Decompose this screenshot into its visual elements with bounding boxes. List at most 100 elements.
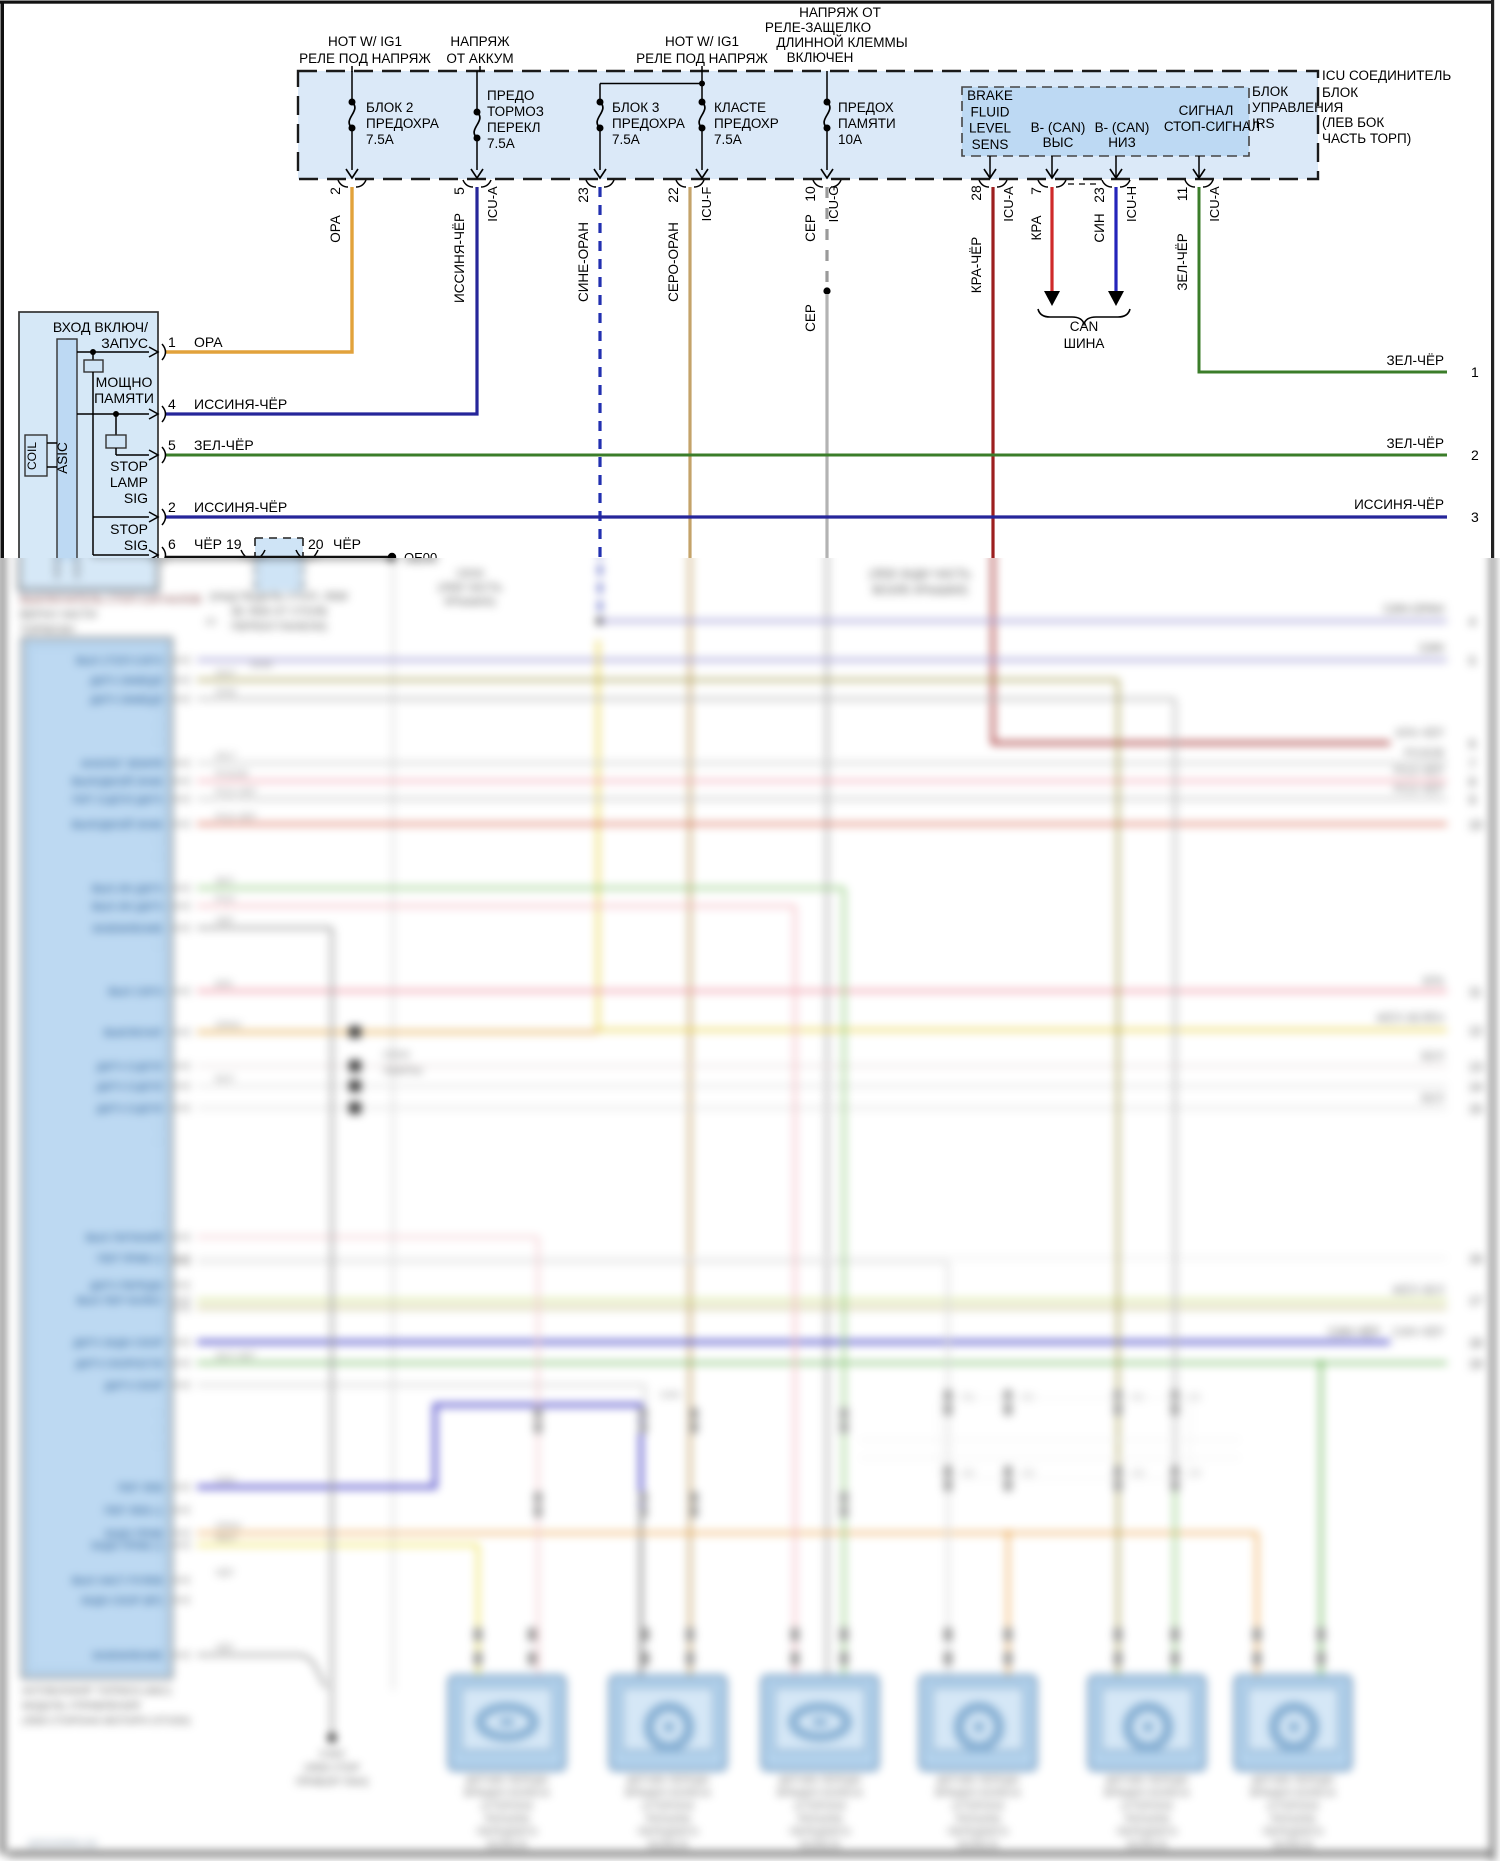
svg-text:РАЗЪЕМ): РАЗЪЕМ) (485, 1814, 530, 1825)
svg-text:ПРЕДОХРА: ПРЕДОХРА (612, 116, 685, 131)
svg-text:ДАТЧ СЦЕПЛ: ДАТЧ СЦЕПЛ (97, 1103, 164, 1115)
svg-text:СЕ00: СЕ00 (456, 568, 484, 580)
svg-text:ДАТЧИК ПЕРЕДН: ДАТЧИК ПЕРЕДН (1106, 1775, 1188, 1786)
svg-text:ДАТЧ ПЕРЕДН: ДАТЧ ПЕРЕДН (90, 1280, 163, 1292)
svg-text:7: 7 (1028, 187, 1044, 195)
svg-text:ПЕРЕКЛ ПАНЕЛИ): ПЕРЕКЛ ПАНЕЛИ) (231, 621, 327, 633)
svg-text:2537: 2537 (215, 668, 236, 679)
svg-text:ЗЕЛ-ЧЁР: ЗЕЛ-ЧЁР (1386, 436, 1444, 451)
svg-text:ICU-F: ICU-F (699, 187, 714, 222)
svg-text:7: 7 (1469, 757, 1476, 771)
svg-text:ОРАН: ОРАН (215, 1020, 241, 1031)
svg-text:ЗАПУС: ЗАПУС (101, 335, 148, 351)
svg-text:—: — (153, 1423, 164, 1435)
svg-text:ВЫХОДНОЙ ЗНАК: ВЫХОДНОЙ ЗНАК (72, 818, 164, 831)
svg-text:BRAKE: BRAKE (967, 88, 1013, 103)
svg-text:РОЗОВ: РОЗОВ (1404, 748, 1444, 760)
svg-text:ЖЁЛ-ЗЕЛЁН: ЖЁЛ-ЗЕЛЁН (1376, 1013, 1444, 1025)
svg-text:40: 40 (205, 617, 217, 628)
svg-text:КОЛЕСА: КОЛЕСА (1273, 1840, 1314, 1851)
svg-text:SIG: SIG (124, 537, 148, 553)
svg-text:8: 8 (1469, 775, 1476, 789)
svg-text:22: 22 (665, 187, 681, 203)
svg-text:15: 15 (1469, 1102, 1483, 1116)
svg-text:ЗАЗЕМЛЕНИЕ: ЗАЗЕМЛЕНИЕ (92, 1650, 163, 1662)
svg-text:ASIC: ASIC (55, 442, 70, 474)
svg-text:ДАТЧ СЦЕПЛ: ДАТЧ СЦЕПЛ (97, 1081, 164, 1093)
svg-text:ДАТЧ СКОР: ДАТЧ СКОР (105, 1380, 163, 1392)
svg-text:ТОРМОЗН: ТОРМОЗН (20, 624, 74, 636)
svg-text:диаграммы.ру: диаграммы.ру (28, 1837, 98, 1849)
svg-text:СЕР: СЕР (803, 304, 818, 332)
svg-text:17: 17 (1469, 1294, 1483, 1308)
svg-text:ДАТЧ ЗАМЕДЛ: ДАТЧ ЗАМЕДЛ (90, 694, 163, 706)
svg-text:ДАТЧ ЗАМЕДЛ: ДАТЧ ЗАМЕДЛ (90, 675, 163, 687)
svg-text:КОЛЕСА: КОЛЕСА (648, 1840, 689, 1851)
svg-text:МОЩНО: МОЩНО (96, 374, 153, 390)
svg-text:HOT W/ IG1: HOT W/ IG1 (328, 34, 402, 49)
svg-text:ВЫС: ВЫС (1043, 135, 1074, 150)
svg-text:ПРИБОР ПАН): ПРИБОР ПАН) (296, 1776, 369, 1788)
svg-text:ИССИНЯ-ЧЁР: ИССИНЯ-ЧЁР (194, 396, 287, 412)
svg-text:РЕЛЕ-ЗАЩЕЛКО: РЕЛЕ-ЗАЩЕЛКО (765, 20, 871, 35)
svg-text:SENS: SENS (972, 137, 1009, 152)
svg-text:ИССИНЯ-ЧЁР: ИССИНЯ-ЧЁР (1354, 497, 1444, 512)
svg-text:(ЛЕВ СТОР: (ЛЕВ СТОР (304, 1762, 360, 1774)
svg-text:(СТОРОНА: (СТОРОНА (642, 1801, 694, 1812)
svg-text:СЕ03: СЕ03 (383, 1049, 409, 1061)
svg-text:БЛОК: БЛОК (1252, 84, 1288, 99)
svg-text:2: 2 (327, 187, 343, 195)
svg-text:ОРАН: ОРАН (215, 1521, 241, 1532)
svg-text:АНАЛОГ ЗЕМЛЯ: АНАЛОГ ЗЕМЛЯ (81, 758, 163, 770)
svg-text:LAMP: LAMP (110, 474, 148, 490)
svg-text:КОЛЕСА: КОЛЕСА (958, 1840, 999, 1851)
svg-text:ТОРМОЗ: ТОРМОЗ (487, 104, 544, 119)
svg-text:1: 1 (168, 334, 176, 350)
svg-text:МОДУЛЬ УПРАВЛЕНИЯ: МОДУЛЬ УПРАВЛЕНИЯ (22, 1700, 140, 1712)
svg-text:ЧЁР: ЧЁР (215, 1568, 234, 1579)
svg-text:ОРА: ОРА (194, 334, 223, 350)
svg-text:ПРЕДО: ПРЕДО (487, 88, 534, 103)
svg-text:УПРАВЛЕНИЯ: УПРАВЛЕНИЯ (1252, 100, 1343, 115)
svg-text:—: — (153, 1407, 164, 1419)
svg-text:(СТОРОНА: (СТОРОНА (1267, 1801, 1319, 1812)
svg-text:КРЫШКА): КРЫШКА) (445, 596, 496, 608)
svg-text:ВЫКЛЮЧАТ: ВЫКЛЮЧАТ (104, 1027, 164, 1039)
svg-text:6: 6 (168, 536, 176, 552)
svg-text:ВХОД ВКЛЮЧ/: ВХОД ВКЛЮЧ/ (53, 319, 148, 335)
svg-text:ДАТЧ ЗАДН СКОР: ДАТЧ ЗАДН СКОР (73, 1337, 163, 1349)
svg-text:—: — (153, 1225, 164, 1237)
svg-text:HOT W/ IG1: HOT W/ IG1 (665, 34, 739, 49)
svg-text:ЖЁЛ: ЖЁЛ (215, 1533, 236, 1544)
svg-text:ЖЁЛ-ЗЕЛ: ЖЁЛ-ЗЕЛ (1392, 1285, 1444, 1297)
svg-text:—: — (153, 735, 164, 747)
svg-text:РОЗ-ЧЁР: РОЗ-ЧЁР (1394, 766, 1444, 778)
svg-text:КЛАСТЕ: КЛАСТЕ (714, 100, 766, 115)
svg-text:БЕЛ: БЕЛ (1421, 1093, 1444, 1105)
svg-text:ПИТ СЦЕПЛ ДАТЧ: ПИТ СЦЕПЛ ДАТЧ (72, 794, 163, 806)
svg-text:ВЫКЛЮЧАТЕЛЬ СТОП-СИГНАЛОВ: ВЫКЛЮЧАТЕЛЬ СТОП-СИГНАЛОВ (20, 594, 201, 606)
svg-text:ОТ АККУМ: ОТ АККУМ (446, 51, 513, 66)
svg-text:ПЕРЕКЛ: ПЕРЕКЛ (487, 120, 540, 135)
svg-text:ЧАСТЬ ТОРП): ЧАСТЬ ТОРП) (1322, 131, 1411, 146)
svg-text:ВЫХОДНОЙ ЗНАК: ВЫХОДНОЙ ЗНАК (72, 775, 164, 788)
svg-text:НАПРЯЖ ОТ: НАПРЯЖ ОТ (799, 5, 881, 20)
svg-text:7.5A: 7.5A (714, 132, 742, 147)
svg-text:ЗЕ ЛЕВ ОТ СТОЛБ: ЗЕ ЛЕВ ОТ СТОЛБ (231, 606, 328, 618)
svg-text:CAN: CAN (1070, 319, 1099, 334)
svg-text:1: 1 (1471, 364, 1479, 380)
svg-text:ПАМЯТИ: ПАМЯТИ (838, 116, 896, 131)
svg-text:7.5A: 7.5A (612, 132, 640, 147)
svg-text:КРА-ЧЁР: КРА-ЧЁР (1396, 728, 1444, 740)
svg-text:КРА: КРА (215, 979, 233, 990)
svg-text:(ЛЕВ СТОРОНА МОТОРН ОТСЕК): (ЛЕВ СТОРОНА МОТОРН ОТСЕК) (22, 1715, 190, 1727)
svg-text:(ЛЕВ БОК: (ЛЕВ БОК (1322, 115, 1384, 130)
svg-text:РЕЛЕ ПОД НАПРЯЖ: РЕЛЕ ПОД НАПРЯЖ (299, 51, 431, 66)
svg-text:7.5A: 7.5A (366, 132, 394, 147)
svg-text:ICU-G: ICU-G (826, 186, 841, 223)
svg-text:РОЗ: РОЗ (215, 894, 235, 905)
svg-text:STOP: STOP (110, 458, 148, 474)
svg-text:ДАТЧ СЦЕПЛ: ДАТЧ СЦЕПЛ (97, 1061, 164, 1073)
svg-text:9: 9 (1469, 793, 1476, 807)
svg-text:23: 23 (1091, 187, 1107, 203)
